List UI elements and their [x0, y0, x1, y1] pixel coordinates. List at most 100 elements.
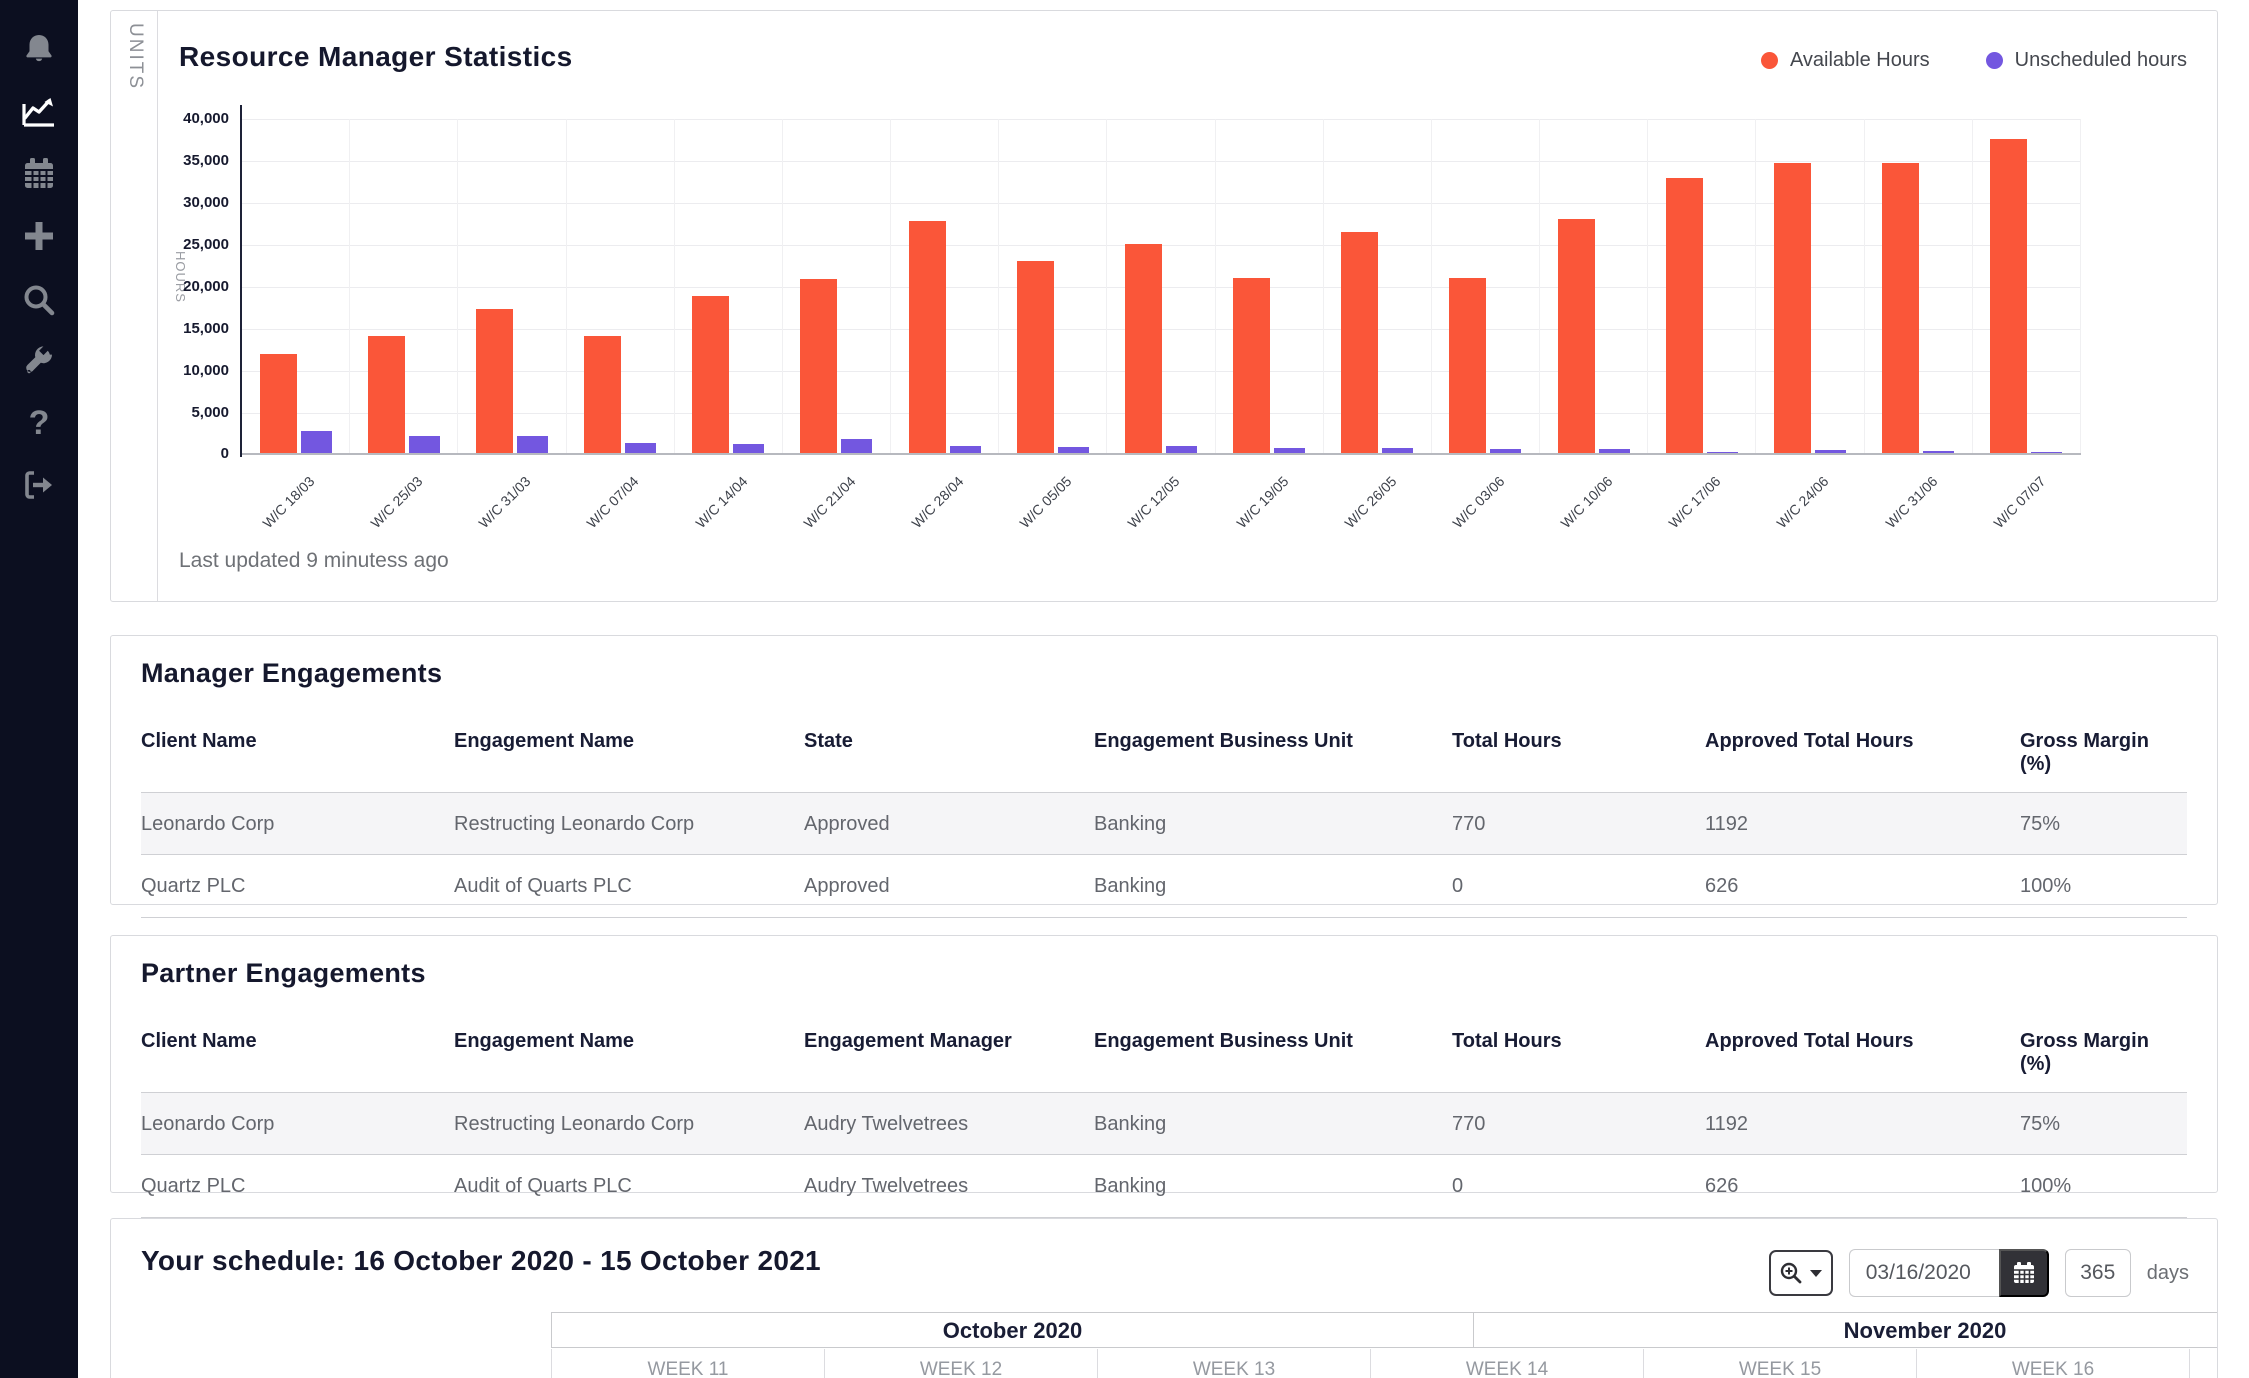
duration-days-input[interactable] [2064, 1249, 2131, 1297]
unscheduled-hours-bar [300, 431, 332, 453]
schedule-week-header: WEEK 16 [1916, 1349, 2189, 1378]
table-cell[interactable]: 0 [1452, 1155, 1705, 1218]
table-cell[interactable]: Audry Twelvetrees [804, 1092, 1094, 1155]
schedule-week-header: WEEK 11 [551, 1349, 824, 1378]
table-cell[interactable]: Audit of Quarts PLC [454, 1155, 804, 1218]
x-tick-label: W/C 26/05 [1341, 473, 1400, 532]
unscheduled-hours-bar [733, 444, 765, 453]
schedule-week-header: WEEK 15 [1643, 1349, 1916, 1378]
x-tick-label: W/C 03/06 [1449, 473, 1508, 532]
schedule-grid: October 2020 November 2020 WEEK 11 WEEK 12… [111, 1312, 2217, 1378]
table-cell[interactable]: Audit of Quarts PLC [454, 855, 804, 918]
table-cell[interactable]: 100% [2020, 855, 2187, 918]
column-header: State [804, 730, 853, 752]
unscheduled-hours-bar [1274, 448, 1306, 453]
table-cell[interactable]: Banking [1094, 1092, 1452, 1155]
schedule-week-header [2189, 1349, 2217, 1378]
sidebar-item-notifications[interactable] [0, 27, 78, 71]
table-cell[interactable]: Banking [1094, 1155, 1452, 1218]
y-axis-label: HOURS [173, 251, 188, 303]
bar-group [1432, 119, 1541, 453]
column-header: Gross Margin (%) [2020, 730, 2149, 775]
statistics-panel: UNITS Resource Manager Statistics Availa… [110, 10, 2218, 602]
zoom-level-button[interactable] [1768, 1250, 1833, 1296]
table-cell[interactable]: Restructing Leonardo Corp [454, 1092, 804, 1155]
y-tick-label: 20,000 [183, 278, 229, 295]
column-header: Engagement Manager [804, 1030, 1012, 1052]
column-header: Client Name [141, 1030, 257, 1052]
schedule-month-row: October 2020 November 2020 [551, 1312, 2217, 1348]
unscheduled-hours-bar [408, 436, 440, 453]
unscheduled-hours-bar [1490, 449, 1522, 453]
available-hours-bar [1882, 163, 1920, 453]
table-cell[interactable]: Banking [1094, 855, 1452, 918]
x-tick-label: W/C 25/03 [367, 473, 426, 532]
bar-group [675, 119, 783, 453]
table-cell[interactable]: 75% [2020, 1092, 2187, 1155]
schedule-panel: Your schedule: 16 October 2020 - 15 Octo… [110, 1218, 2218, 1378]
question-icon: ? [28, 404, 50, 442]
unscheduled-hours-bar [2031, 452, 2063, 453]
y-tick-label: 10,000 [183, 362, 229, 379]
table-cell[interactable]: Quartz PLC [141, 1155, 454, 1218]
column-header: Engagement Business Unit [1094, 1030, 1353, 1052]
table-cell[interactable]: 100% [2020, 1155, 2187, 1218]
table-cell[interactable]: 1192 [1705, 1092, 2020, 1155]
schedule-week-header: WEEK 13 [1097, 1349, 1370, 1378]
available-hours-bar [692, 296, 730, 453]
calendar-picker-button[interactable] [1998, 1249, 2049, 1297]
unscheduled-hours-bar [1057, 447, 1089, 453]
table-cell[interactable]: 75% [2020, 792, 2187, 855]
unscheduled-hours-bar [1382, 448, 1414, 453]
available-hours-bar [1449, 278, 1487, 453]
start-date-group [1848, 1249, 2049, 1297]
sidebar-item-statistics[interactable] [0, 90, 78, 134]
table-cell[interactable]: 626 [1705, 1155, 2020, 1218]
table-cell[interactable]: Leonardo Corp [141, 792, 454, 855]
table-cell[interactable]: 0 [1452, 855, 1705, 918]
sidebar-item-schedule[interactable] [0, 152, 78, 196]
sidebar-item-settings[interactable] [0, 340, 78, 384]
table-cell[interactable]: Banking [1094, 792, 1452, 855]
table-cell[interactable]: 626 [1705, 855, 2020, 918]
units-strip: UNITS [111, 11, 158, 601]
available-hours-bar [1773, 163, 1811, 453]
available-hours-bar [800, 279, 838, 453]
table-cell[interactable]: Leonardo Corp [141, 1092, 454, 1155]
start-date-input[interactable] [1848, 1249, 1999, 1297]
table-cell[interactable]: 1192 [1705, 792, 2020, 855]
table-cell[interactable]: Approved [804, 855, 1094, 918]
bar-group [458, 119, 567, 453]
gridline [242, 161, 2081, 162]
available-hours-bar [475, 309, 513, 453]
x-tick-label: W/C 31/03 [475, 473, 534, 532]
table-cell[interactable]: Audry Twelvetrees [804, 1155, 1094, 1218]
available-hours-bar [1124, 244, 1162, 453]
partner-engagements-panel: Partner Engagements Client Name Engagemen… [110, 935, 2218, 1218]
column-header: Approved Total Hours [1705, 730, 1914, 752]
table-cell[interactable]: Restructing Leonardo Corp [454, 792, 804, 855]
bar-group [242, 119, 351, 453]
column-header: Gross Margin (%) [2020, 1030, 2149, 1075]
schedule-week-header: WEEK 12 [824, 1349, 1097, 1378]
table-cell[interactable]: Quartz PLC [141, 855, 454, 918]
y-tick-label: 30,000 [183, 194, 229, 211]
wrench-icon [22, 345, 56, 379]
bar-group [1216, 119, 1324, 453]
x-tick-label: W/C 07/07 [1990, 473, 2049, 532]
sidebar-item-search[interactable] [0, 278, 78, 322]
unscheduled-hours-bar [625, 443, 657, 453]
bar-group [567, 119, 675, 453]
table-cell[interactable]: 770 [1452, 792, 1705, 855]
legend-label: Available Hours [1789, 49, 1930, 71]
available-hours-bar [1990, 139, 2028, 453]
sidebar-item-logout[interactable] [0, 463, 78, 507]
manager-engagements-panel: Manager Engagements Client Name Engagemen… [110, 635, 2218, 918]
sidebar-item-help[interactable]: ? [0, 401, 78, 445]
sidebar-item-create[interactable] [0, 214, 78, 258]
x-tick-label: W/C 31/06 [1881, 473, 1941, 532]
y-tick-label: 15,000 [183, 320, 229, 337]
table-cell[interactable]: Approved [804, 792, 1094, 855]
table-cell[interactable]: 770 [1452, 1092, 1705, 1155]
